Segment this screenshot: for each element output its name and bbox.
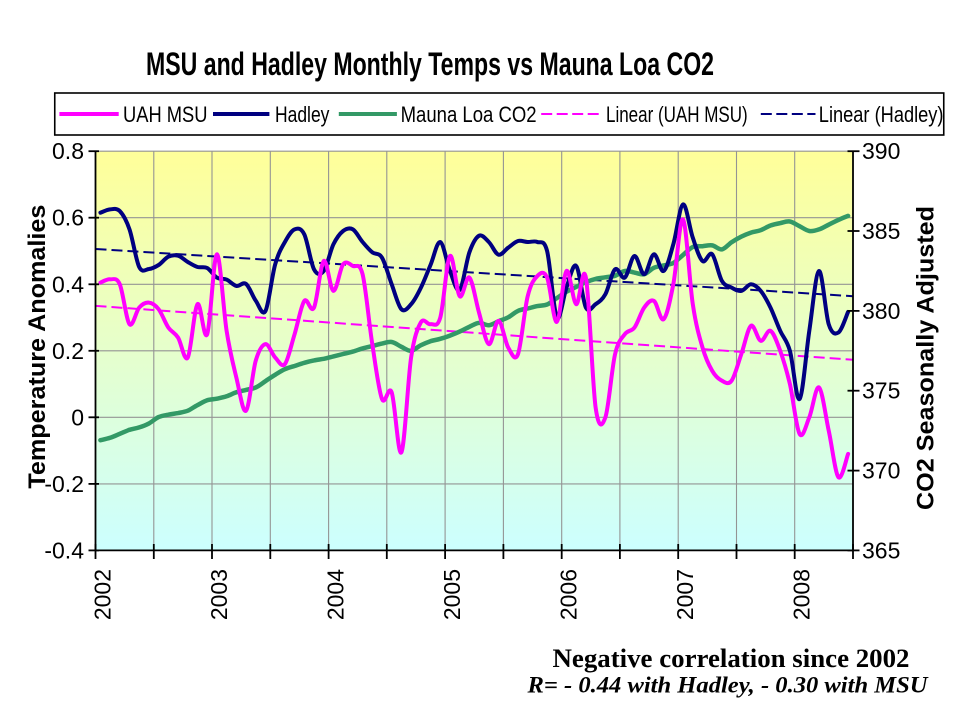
svg-text:390: 390 — [862, 138, 900, 164]
svg-text:-0.4: -0.4 — [44, 537, 84, 563]
svg-text:Mauna Loa CO2: Mauna Loa CO2 — [401, 102, 537, 127]
svg-text:Negative correlation since 200: Negative correlation since 2002 — [553, 644, 910, 673]
svg-text:-0.2: -0.2 — [44, 471, 84, 497]
svg-text:2008: 2008 — [789, 569, 815, 620]
svg-text:R= - 0.44 with Hadley, - 0.30: R= - 0.44 with Hadley, - 0.30 with MSU — [526, 673, 929, 698]
svg-text:2006: 2006 — [556, 569, 582, 620]
svg-text:2007: 2007 — [672, 569, 698, 620]
svg-text:380: 380 — [862, 298, 900, 324]
svg-text:Temperature Anomalies: Temperature Anomalies — [24, 205, 51, 489]
svg-text:365: 365 — [862, 537, 900, 563]
svg-text:2004: 2004 — [322, 569, 348, 620]
svg-text:2005: 2005 — [439, 569, 465, 620]
svg-text:0: 0 — [71, 404, 84, 430]
svg-text:375: 375 — [862, 378, 900, 404]
svg-text:0.4: 0.4 — [52, 271, 84, 297]
svg-text:385: 385 — [862, 218, 900, 244]
svg-text:0.8: 0.8 — [52, 138, 84, 164]
svg-text:Hadley: Hadley — [275, 102, 329, 127]
svg-text:MSU and Hadley Monthly Temps v: MSU and Hadley Monthly Temps vs Mauna Lo… — [146, 46, 714, 82]
svg-text:Linear (UAH MSU): Linear (UAH MSU) — [606, 102, 748, 127]
svg-text:0.2: 0.2 — [52, 338, 84, 364]
svg-text:2003: 2003 — [206, 569, 232, 620]
svg-text:2002: 2002 — [89, 569, 115, 620]
svg-text:0.6: 0.6 — [52, 205, 84, 231]
svg-text:370: 370 — [862, 458, 900, 484]
svg-text:Linear (Hadley): Linear (Hadley) — [819, 102, 944, 127]
svg-text:CO2 Seasonally Adjusted: CO2 Seasonally Adjusted — [913, 206, 940, 510]
svg-text:UAH MSU: UAH MSU — [123, 102, 208, 127]
